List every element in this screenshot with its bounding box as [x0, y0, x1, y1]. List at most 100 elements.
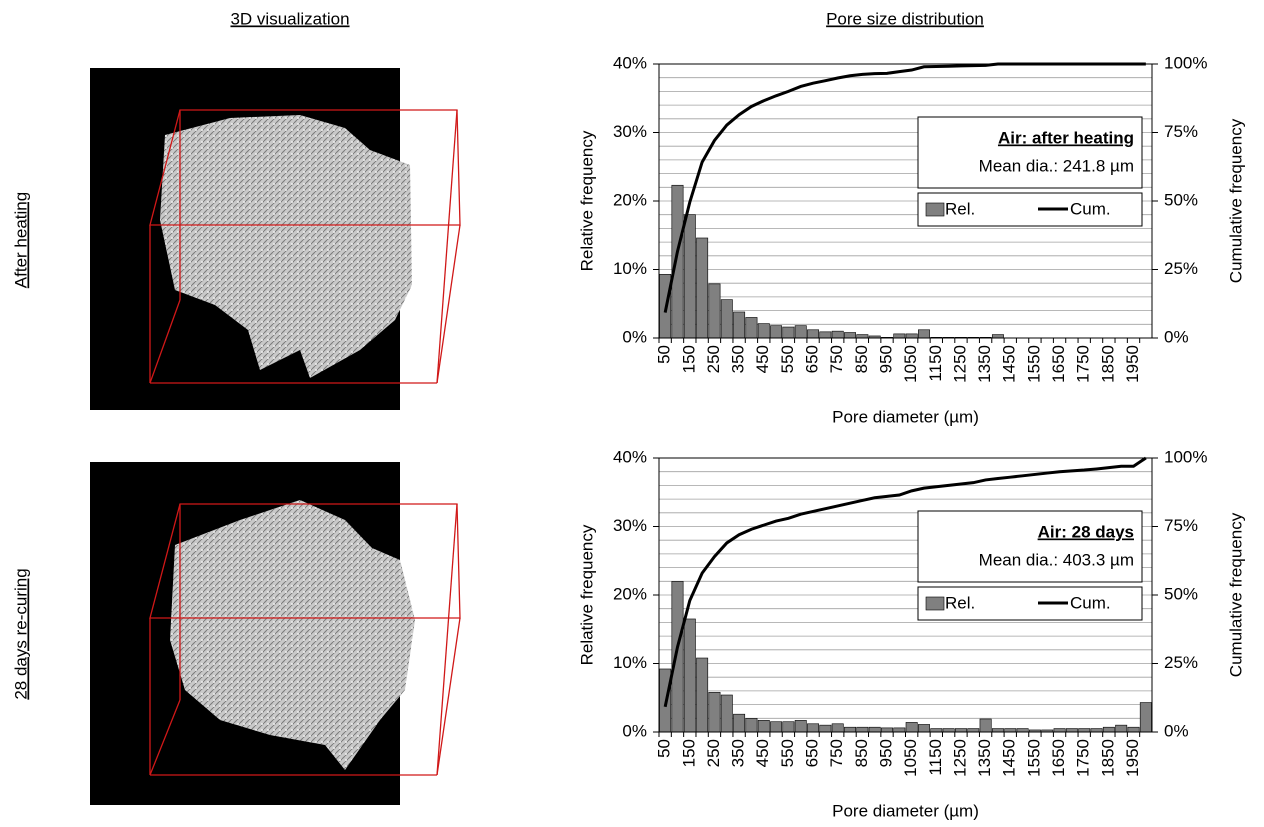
legend-label: Cum.: [1070, 593, 1111, 612]
bar: [757, 323, 770, 339]
bar: [991, 334, 1004, 339]
bar: [930, 728, 943, 733]
bar: [720, 299, 733, 339]
x-tick-label: 250: [704, 739, 723, 767]
x-axis-title: Pore diameter (µm): [832, 407, 979, 426]
bar: [905, 333, 918, 339]
annotation-box: [917, 510, 1143, 583]
visualization-image: [90, 462, 461, 805]
bar: [979, 718, 992, 733]
x-tick-label: 1150: [926, 345, 945, 382]
bar: [708, 283, 721, 339]
x-tick-label: 1650: [1049, 345, 1068, 383]
x-tick-label: 1950: [1123, 345, 1142, 383]
bar: [770, 325, 783, 339]
x-tick-label: 250: [704, 345, 723, 373]
bar: [745, 317, 758, 339]
y-tick-label: 0%: [622, 721, 647, 740]
x-tick-label: 350: [729, 345, 748, 373]
y2-tick-label: 50%: [1164, 190, 1198, 209]
x-tick-label: 1550: [1024, 345, 1043, 383]
x-tick-label: 1950: [1123, 739, 1142, 777]
y2-tick-label: 0%: [1164, 721, 1189, 740]
bar: [1078, 728, 1091, 733]
bar: [856, 726, 869, 733]
y-tick-label: 40%: [613, 53, 647, 72]
x-tick-label: 50: [655, 345, 674, 364]
x-tick-label: 450: [753, 345, 772, 373]
y2-tick-label: 100%: [1164, 53, 1207, 72]
chart: 0% 10% 20% 30% 40% 0% 25% 50% 75% 100% 50 150 250 350…: [577, 447, 1245, 820]
row-label: After heating: [11, 192, 30, 288]
bar: [881, 727, 893, 733]
bar: [819, 331, 832, 339]
bar: [856, 334, 869, 339]
y-tick-label: 40%: [613, 447, 647, 466]
x-tick-label: 1050: [901, 739, 920, 777]
x-tick-label: 750: [827, 739, 846, 767]
bar: [844, 332, 856, 339]
x-tick-label: 1850: [1098, 739, 1117, 777]
bar: [942, 728, 955, 733]
annotation: Mean dia.: 403.3 µm: [979, 550, 1134, 569]
x-tick-label: 850: [852, 739, 871, 767]
bar: [782, 326, 795, 339]
y2-tick-label: 50%: [1164, 584, 1198, 603]
bar: [1102, 726, 1115, 733]
bar: [819, 724, 832, 733]
legend-label: Cum.: [1070, 199, 1111, 218]
x-tick-label: 850: [852, 345, 871, 373]
x-tick-label: 750: [827, 345, 846, 373]
y2-axis-title: Cumulative frequency: [1226, 512, 1245, 677]
bar: [991, 728, 1004, 733]
x-tick-label: 1250: [950, 739, 969, 777]
x-tick-label: 1550: [1024, 739, 1043, 777]
row-label: 28 days re-curing: [11, 568, 30, 699]
bar: [696, 657, 709, 733]
y2-tick-label: 75%: [1164, 122, 1198, 141]
column-header: Pore size distribution: [826, 9, 984, 28]
x-tick-label: 1050: [901, 345, 920, 383]
bar: [1016, 728, 1029, 733]
y-tick-label: 20%: [613, 190, 647, 209]
x-tick-label: 150: [679, 345, 698, 373]
bar: [1139, 702, 1152, 733]
x-tick-label: 1350: [975, 345, 994, 383]
bar: [807, 723, 820, 733]
x-tick-label: 550: [778, 739, 797, 767]
x-tick-label: 650: [803, 345, 822, 373]
bar: [683, 618, 696, 733]
y-tick-label: 20%: [613, 584, 647, 603]
y2-tick-label: 75%: [1164, 516, 1198, 535]
bar: [1053, 728, 1066, 733]
bar: [918, 329, 930, 339]
bar: [671, 184, 684, 339]
bar: [671, 580, 684, 733]
y2-tick-label: 0%: [1164, 327, 1189, 346]
bar: [893, 333, 906, 339]
y-axis-title: Relative frequency: [577, 524, 596, 665]
x-tick-label: 1450: [1000, 345, 1019, 383]
legend-box: [917, 192, 1143, 227]
y-tick-label: 10%: [613, 653, 647, 672]
bar: [831, 723, 844, 733]
bar: [807, 329, 820, 339]
y2-tick-label: 25%: [1164, 653, 1198, 672]
bar: [831, 330, 844, 339]
x-tick-label: 1250: [950, 345, 969, 383]
x-tick-label: 350: [729, 739, 748, 767]
cumulative-line: [663, 456, 1147, 708]
bar: [1004, 728, 1017, 733]
legend-title: Air: after heating: [998, 128, 1134, 147]
annotation: Mean dia.: 241.8 µm: [979, 156, 1134, 175]
x-tick-label: 450: [753, 739, 772, 767]
y-tick-label: 30%: [613, 122, 647, 141]
visualization-image: [90, 68, 461, 410]
x-tick-label: 1150: [926, 739, 945, 776]
bar: [1065, 728, 1078, 733]
cumulative-line: [663, 62, 1146, 313]
bar: [967, 728, 980, 733]
bar: [720, 694, 733, 733]
